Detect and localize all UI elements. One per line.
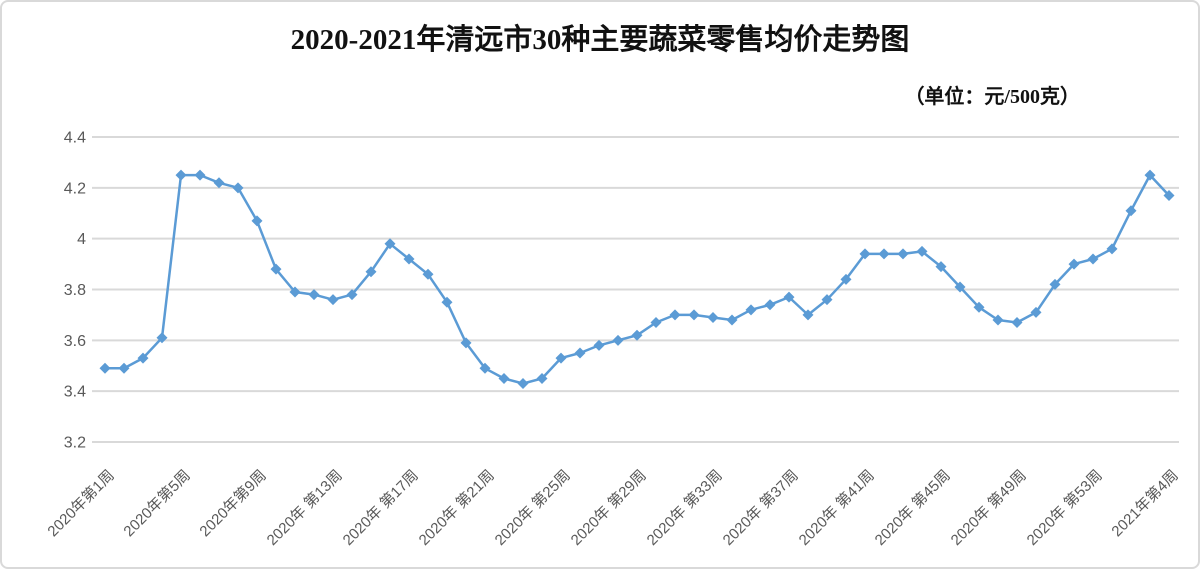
- data-point-marker: [726, 314, 738, 326]
- x-axis-tick-label: 2020年 第25周: [491, 466, 574, 549]
- x-axis-tick-label: 2020年 第41周: [795, 466, 878, 549]
- data-point-marker: [783, 291, 795, 303]
- data-point-marker: [403, 253, 415, 265]
- x-axis-tick-label: 2020年 第21周: [415, 466, 498, 549]
- data-point-marker: [707, 311, 719, 323]
- data-point-marker: [441, 296, 453, 308]
- x-axis-tick-label: 2020年第9周: [196, 466, 270, 540]
- data-point-marker: [1068, 258, 1080, 270]
- data-point-marker: [935, 261, 947, 273]
- data-point-marker: [232, 182, 244, 194]
- data-point-marker: [1049, 278, 1061, 290]
- data-point-marker: [1106, 243, 1118, 255]
- data-point-marker: [878, 248, 890, 260]
- data-point-marker: [346, 289, 358, 301]
- chart-title: 2020-2021年清远市30种主要蔬菜零售均价走势图: [290, 24, 910, 56]
- unit-label: （单位：元/500克）: [904, 86, 1080, 108]
- data-point-marker: [821, 294, 833, 306]
- data-point-marker: [1163, 189, 1175, 201]
- data-point-marker: [498, 372, 510, 384]
- data-point-marker: [118, 362, 130, 374]
- x-axis-tick-label: 2020年 第49周: [947, 466, 1030, 549]
- data-point-marker: [194, 169, 206, 181]
- x-axis-tick-label: 2020年第1周: [44, 466, 118, 540]
- data-point-marker: [1125, 205, 1137, 217]
- data-point-marker: [992, 314, 1004, 326]
- data-point-marker: [1030, 306, 1042, 318]
- x-axis-tick-label: 2020年 第53周: [1023, 466, 1106, 549]
- y-axis-tick-label: 4.2: [64, 180, 86, 197]
- data-point-marker: [745, 304, 757, 316]
- data-point-marker: [365, 266, 377, 278]
- data-point-marker: [137, 352, 149, 364]
- data-point-marker: [422, 268, 434, 280]
- data-point-marker: [555, 352, 567, 364]
- data-point-marker: [1144, 169, 1156, 181]
- data-point-marker: [460, 337, 472, 349]
- x-axis-tick-label: 2020年 第33周: [643, 466, 726, 549]
- y-axis-tick-label: 3.2: [64, 435, 86, 452]
- data-point-marker: [916, 245, 928, 257]
- data-point-marker: [688, 309, 700, 321]
- data-point-marker: [289, 286, 301, 298]
- x-axis-tick-label: 2020年 第37周: [719, 466, 802, 549]
- data-point-marker: [99, 362, 111, 374]
- y-axis-tick-label: 3.4: [64, 384, 86, 401]
- data-point-marker: [270, 263, 282, 275]
- x-axis-tick-label: 2020年 第29周: [567, 466, 650, 549]
- data-point-marker: [1087, 253, 1099, 265]
- data-point-marker: [612, 334, 624, 346]
- data-point-marker: [973, 301, 985, 313]
- y-axis-tick-label: 3.8: [64, 282, 86, 299]
- y-axis-tick-label: 4.4: [64, 130, 86, 147]
- y-axis-tick-label: 3.6: [64, 333, 86, 350]
- data-point-marker: [1011, 317, 1023, 329]
- data-point-marker: [251, 215, 263, 227]
- data-point-marker: [308, 289, 320, 301]
- data-point-marker: [536, 372, 548, 384]
- data-point-marker: [669, 309, 681, 321]
- data-point-marker: [384, 238, 396, 250]
- data-point-marker: [175, 169, 187, 181]
- data-point-marker: [859, 248, 871, 260]
- y-axis-tick-label: 4: [77, 231, 86, 248]
- x-axis-tick-label: 2020年第5周: [120, 466, 194, 540]
- data-point-marker: [840, 273, 852, 285]
- data-point-marker: [802, 309, 814, 321]
- data-point-marker: [479, 362, 491, 374]
- x-axis-tick-label: 2020年 第45周: [871, 466, 954, 549]
- data-point-marker: [954, 281, 966, 293]
- x-axis-tick-label: 2021年第4周: [1108, 466, 1182, 540]
- data-point-marker: [517, 378, 529, 390]
- data-point-marker: [213, 177, 225, 189]
- data-point-marker: [631, 329, 643, 341]
- x-axis-tick-label: 2020年 第13周: [263, 466, 346, 549]
- data-point-marker: [327, 294, 339, 306]
- data-point-marker: [574, 347, 586, 359]
- series-line: [103, 173, 1171, 385]
- x-axis-tick-label: 2020年 第17周: [339, 466, 422, 549]
- data-point-marker: [156, 332, 168, 344]
- data-point-marker: [650, 317, 662, 329]
- data-point-marker: [764, 299, 776, 311]
- data-point-marker: [897, 248, 909, 260]
- data-point-marker: [593, 339, 605, 351]
